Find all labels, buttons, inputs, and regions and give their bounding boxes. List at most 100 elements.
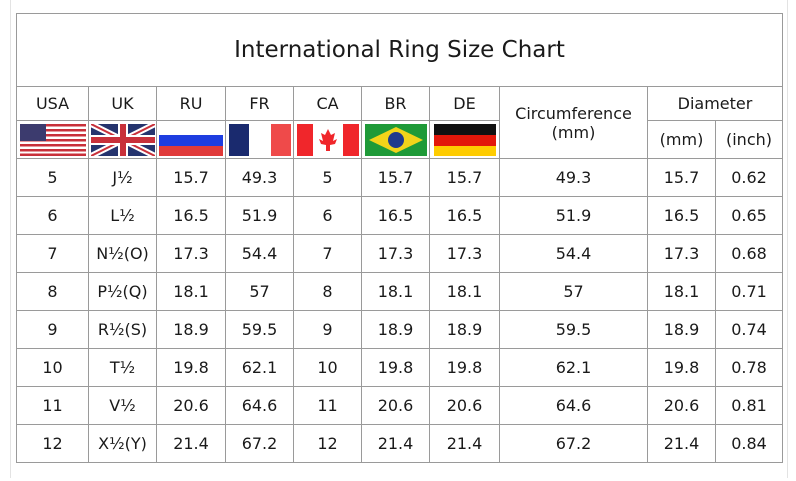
cell-br: 20.6 [361,386,430,425]
table-row: 10 T½ 19.8 62.1 10 19.8 19.8 62.1 19.8 0.78 [16,348,783,387]
cell-ca: 12 [293,424,362,463]
cell-uk: J½ [88,158,157,197]
cell-ru: 21.4 [156,424,226,463]
cell-usa: 9 [16,310,89,349]
cell-fr: 57 [225,272,294,311]
header-ru: RU [156,86,226,121]
cell-ca: 11 [293,386,362,425]
header-fr: FR [225,86,294,121]
header-diameter: Diameter [647,86,783,121]
header-diameter-mm: (mm) [647,120,716,159]
cell-usa: 7 [16,234,89,273]
cell-circumference-mm: 54.4 [499,234,648,273]
cell-ru: 16.5 [156,196,226,235]
cell-ca: 5 [293,158,362,197]
cell-diameter-mm: 17.3 [647,234,716,273]
cell-br: 16.5 [361,196,430,235]
cell-usa: 6 [16,196,89,235]
image-frame [10,0,788,478]
cell-diameter-inch: 0.78 [715,348,783,387]
cell-ru: 18.1 [156,272,226,311]
russia-flag-icon [156,120,226,159]
header-usa: USA [16,86,89,121]
table-row: 11 V½ 20.6 64.6 11 20.6 20.6 64.6 20.6 0.81 [16,386,783,425]
cell-diameter-inch: 0.68 [715,234,783,273]
cell-br: 19.8 [361,348,430,387]
cell-fr: 59.5 [225,310,294,349]
cell-fr: 62.1 [225,348,294,387]
cell-ca: 6 [293,196,362,235]
cell-diameter-mm: 20.6 [647,386,716,425]
cell-usa: 5 [16,158,89,197]
cell-circumference-mm: 59.5 [499,310,648,349]
cell-diameter-inch: 0.74 [715,310,783,349]
canada-flag-icon [293,120,362,159]
cell-usa: 8 [16,272,89,311]
cell-fr: 49.3 [225,158,294,197]
cell-br: 21.4 [361,424,430,463]
cell-circumference-mm: 57 [499,272,648,311]
cell-fr: 51.9 [225,196,294,235]
header-br: BR [361,86,430,121]
chart-title: International Ring Size Chart [16,13,783,87]
cell-diameter-inch: 0.65 [715,196,783,235]
cell-br: 17.3 [361,234,430,273]
cell-br: 18.1 [361,272,430,311]
cell-diameter-inch: 0.84 [715,424,783,463]
header-uk: UK [88,86,157,121]
table-row: 12 X½(Y) 21.4 67.2 12 21.4 21.4 67.2 21.4 0.84 [16,424,783,463]
cell-usa: 11 [16,386,89,425]
cell-diameter-inch: 0.62 [715,158,783,197]
cell-circumference-mm: 51.9 [499,196,648,235]
cell-uk: X½(Y) [88,424,157,463]
cell-uk: R½(S) [88,310,157,349]
cell-de: 19.8 [429,348,500,387]
cell-ru: 15.7 [156,158,226,197]
cell-ru: 19.8 [156,348,226,387]
table-row: 6 L½ 16.5 51.9 6 16.5 16.5 51.9 16.5 0.65 [16,196,783,235]
cell-usa: 10 [16,348,89,387]
cell-de: 15.7 [429,158,500,197]
cell-fr: 54.4 [225,234,294,273]
circumference-unit: (mm) [551,122,596,142]
cell-fr: 67.2 [225,424,294,463]
cell-circumference-mm: 67.2 [499,424,648,463]
cell-ca: 10 [293,348,362,387]
cell-circumference-mm: 64.6 [499,386,648,425]
table-row: 9 R½(S) 18.9 59.5 9 18.9 18.9 59.5 18.9 0.74 [16,310,783,349]
cell-diameter-mm: 18.1 [647,272,716,311]
cell-uk: T½ [88,348,157,387]
cell-diameter-mm: 21.4 [647,424,716,463]
france-flag-icon [225,120,294,159]
header-circumference: Circumference (mm) [499,86,648,159]
usa-flag-icon [16,120,89,159]
cell-ru: 18.9 [156,310,226,349]
cell-uk: N½(O) [88,234,157,273]
cell-ca: 7 [293,234,362,273]
cell-uk: V½ [88,386,157,425]
cell-uk: L½ [88,196,157,235]
header-de: DE [429,86,500,121]
ring-size-table: International Ring Size Chart USA UK RU … [16,13,783,463]
cell-usa: 12 [16,424,89,463]
cell-diameter-inch: 0.71 [715,272,783,311]
uk-flag-icon [88,120,157,159]
cell-diameter-mm: 16.5 [647,196,716,235]
germany-flag-icon [429,120,500,159]
cell-br: 15.7 [361,158,430,197]
cell-de: 17.3 [429,234,500,273]
cell-de: 21.4 [429,424,500,463]
table-row: 7 N½(O) 17.3 54.4 7 17.3 17.3 54.4 17.3 0.68 [16,234,783,273]
cell-ca: 9 [293,310,362,349]
cell-fr: 64.6 [225,386,294,425]
cell-uk: P½(Q) [88,272,157,311]
cell-de: 20.6 [429,386,500,425]
cell-de: 18.1 [429,272,500,311]
cell-diameter-inch: 0.81 [715,386,783,425]
cell-ru: 20.6 [156,386,226,425]
table-row: 5 J½ 15.7 49.3 5 15.7 15.7 49.3 15.7 0.62 [16,158,783,197]
header-ca: CA [293,86,362,121]
cell-diameter-mm: 15.7 [647,158,716,197]
cell-circumference-mm: 49.3 [499,158,648,197]
cell-br: 18.9 [361,310,430,349]
